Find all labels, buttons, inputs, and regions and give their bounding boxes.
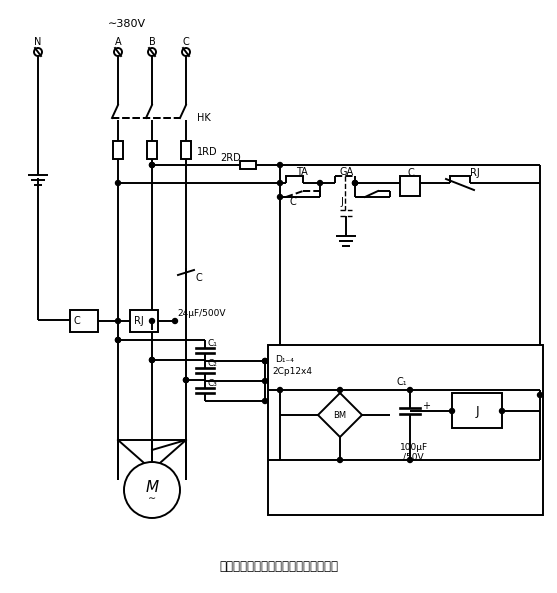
- Text: GA: GA: [340, 167, 354, 177]
- Text: C₃: C₃: [208, 380, 218, 388]
- Circle shape: [408, 387, 413, 393]
- Text: C₂: C₂: [208, 359, 218, 368]
- Text: RJ: RJ: [470, 168, 480, 178]
- Bar: [268, 345, 543, 515]
- Text: C₁: C₁: [397, 377, 407, 387]
- Circle shape: [353, 180, 358, 186]
- Text: ∼380V: ∼380V: [108, 19, 146, 29]
- Text: RJ: RJ: [134, 316, 144, 326]
- Text: BM: BM: [334, 410, 346, 419]
- Text: B: B: [149, 37, 155, 47]
- Text: 一种节电式三相异步电动机断相保护器: 一种节电式三相异步电动机断相保护器: [219, 560, 338, 573]
- Text: HK: HK: [197, 113, 211, 123]
- Bar: [452, 393, 502, 428]
- Text: C: C: [74, 316, 81, 326]
- Circle shape: [338, 387, 343, 393]
- Bar: [70, 310, 98, 332]
- Text: 2Cp12x4: 2Cp12x4: [272, 366, 312, 375]
- Circle shape: [262, 359, 267, 364]
- Circle shape: [277, 180, 282, 186]
- Circle shape: [262, 378, 267, 384]
- Circle shape: [115, 337, 120, 343]
- Circle shape: [500, 409, 505, 413]
- Text: 1RD: 1RD: [197, 147, 218, 157]
- Circle shape: [115, 337, 120, 343]
- Circle shape: [149, 318, 154, 324]
- Bar: [181, 141, 191, 159]
- Text: J: J: [340, 197, 343, 207]
- Text: J: J: [475, 404, 479, 417]
- Text: N: N: [35, 37, 42, 47]
- Circle shape: [277, 387, 282, 393]
- Text: D₁₋₄: D₁₋₄: [275, 355, 294, 365]
- Circle shape: [277, 195, 282, 199]
- Circle shape: [449, 409, 455, 413]
- Text: ∼: ∼: [148, 493, 156, 503]
- Circle shape: [262, 359, 267, 364]
- Circle shape: [277, 162, 282, 167]
- Circle shape: [183, 378, 188, 382]
- Circle shape: [538, 393, 543, 397]
- Circle shape: [124, 462, 180, 518]
- Circle shape: [173, 318, 178, 324]
- Bar: [400, 176, 420, 196]
- Circle shape: [408, 458, 413, 463]
- Bar: [147, 141, 157, 159]
- Text: 24μF/500V: 24μF/500V: [177, 310, 226, 318]
- Text: 2RD: 2RD: [220, 153, 241, 163]
- Circle shape: [262, 398, 267, 403]
- Text: C: C: [408, 168, 415, 178]
- Text: C: C: [290, 197, 297, 207]
- Text: A: A: [115, 37, 121, 47]
- Text: C₁: C₁: [208, 340, 218, 349]
- Circle shape: [149, 162, 154, 167]
- Circle shape: [115, 318, 120, 324]
- Circle shape: [149, 358, 154, 362]
- Text: +: +: [422, 401, 430, 411]
- Text: TA: TA: [296, 167, 308, 177]
- Text: M: M: [145, 480, 159, 495]
- Bar: [240, 161, 256, 169]
- Circle shape: [115, 180, 120, 186]
- Circle shape: [353, 180, 358, 186]
- Circle shape: [149, 358, 154, 362]
- Circle shape: [317, 180, 323, 186]
- Text: 100μF: 100μF: [400, 444, 428, 452]
- Circle shape: [183, 378, 188, 382]
- Text: C: C: [196, 273, 203, 283]
- Bar: [113, 141, 123, 159]
- Bar: [130, 310, 158, 332]
- Circle shape: [149, 162, 154, 167]
- Circle shape: [338, 458, 343, 463]
- Text: C: C: [183, 37, 189, 47]
- Text: /50V: /50V: [403, 452, 424, 461]
